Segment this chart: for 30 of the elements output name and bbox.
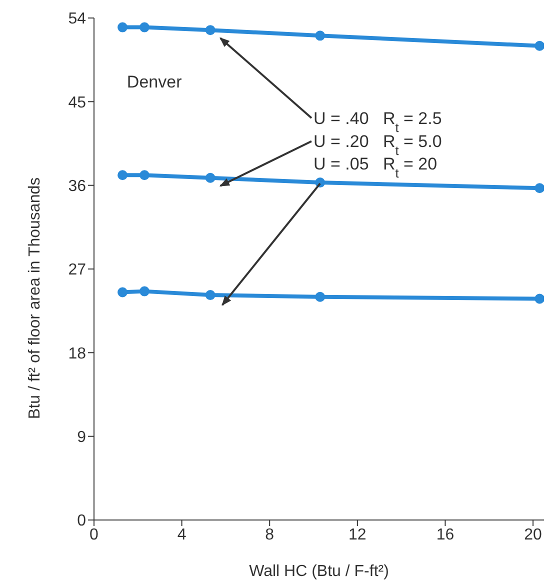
point <box>139 286 150 296</box>
point <box>534 294 544 304</box>
y-tick-label: 27 <box>68 262 86 279</box>
point <box>139 22 150 32</box>
y-tick-label: 18 <box>68 345 86 362</box>
point <box>118 22 128 32</box>
point <box>118 170 128 180</box>
point <box>534 183 544 194</box>
y-tick-label: 54 <box>68 10 86 28</box>
x-axis-title: Wall HC (Btu / F-ft²) <box>249 563 389 580</box>
x-tick-label: 20 <box>524 526 542 544</box>
y-axis-title: Btu / ft² of floor area in Thousands <box>26 177 44 419</box>
point <box>139 170 150 180</box>
x-tick-label: 4 <box>177 526 186 544</box>
point <box>205 172 216 183</box>
y-tick-label: 45 <box>68 94 86 112</box>
annotation: Denver <box>126 72 182 92</box>
point <box>118 287 128 298</box>
x-tick-label: 16 <box>436 526 454 544</box>
point <box>205 25 216 36</box>
x-tick-label: 12 <box>348 526 366 544</box>
x-tick-label: 8 <box>265 526 274 544</box>
x-tick-label: 0 <box>90 526 99 544</box>
point <box>315 30 326 41</box>
point <box>205 290 216 300</box>
y-tick-label: 36 <box>68 178 86 196</box>
text: U = .40 R$_{t}$ = 2.5 <box>314 108 442 134</box>
y-tick-label: 9 <box>77 429 86 446</box>
y-tick-label: 0 <box>77 512 86 530</box>
point <box>534 40 544 51</box>
